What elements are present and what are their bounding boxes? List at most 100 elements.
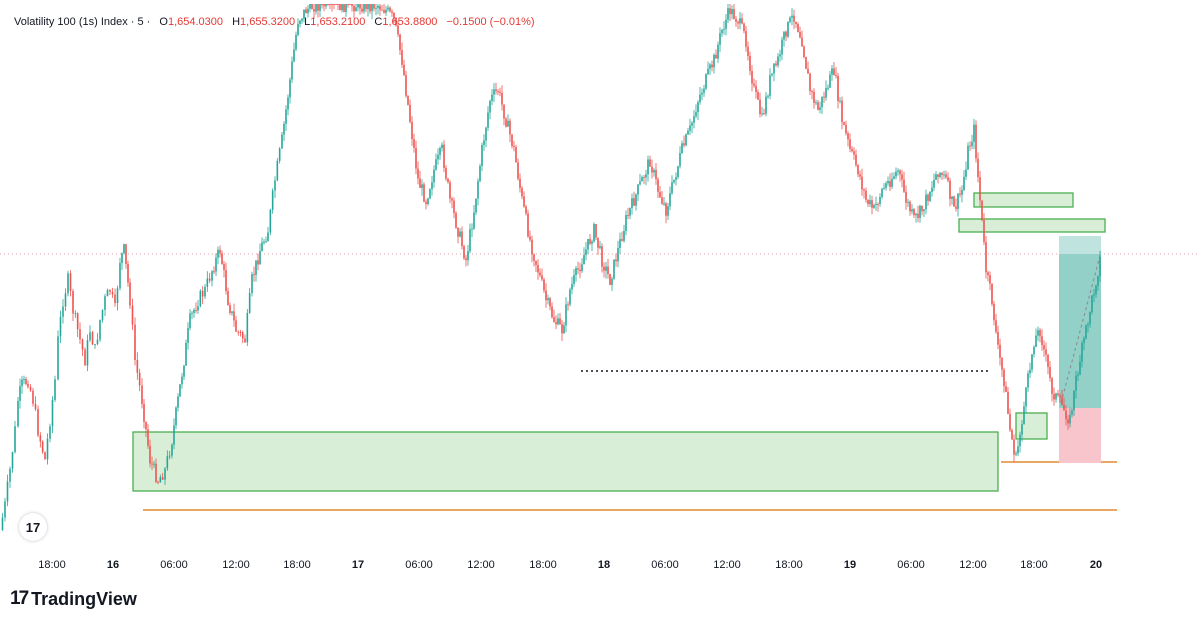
symbol-label[interactable]: Volatility 100 (1s) Index · 5 · bbox=[14, 16, 151, 28]
candle-body bbox=[401, 50, 403, 65]
x-tick-label: 18:00 bbox=[38, 559, 66, 571]
candle-body bbox=[278, 148, 281, 161]
candle-body bbox=[837, 75, 839, 102]
candle-body bbox=[195, 309, 197, 311]
candle-body bbox=[1045, 349, 1047, 355]
candle-body bbox=[865, 190, 867, 200]
candle-body bbox=[829, 74, 831, 88]
candle-body bbox=[413, 139, 415, 148]
candle-body bbox=[1087, 323, 1089, 326]
candle-body bbox=[1063, 405, 1065, 411]
candle-body bbox=[605, 266, 607, 271]
candle-body bbox=[1023, 406, 1025, 425]
candle-body bbox=[373, 4, 375, 9]
tradingview-logo-icon[interactable]: 17 bbox=[19, 513, 47, 541]
candle-body bbox=[801, 37, 803, 47]
x-tick-label: 18:00 bbox=[529, 559, 557, 571]
candle-body bbox=[381, 9, 383, 11]
candle-body bbox=[541, 275, 543, 280]
candle-body bbox=[927, 194, 929, 201]
candle-body bbox=[609, 273, 611, 285]
candle-body bbox=[955, 206, 957, 209]
candle-body bbox=[1061, 397, 1063, 406]
candle-body bbox=[248, 293, 251, 314]
candle-body bbox=[1071, 410, 1073, 415]
x-tick-label: 12:00 bbox=[959, 559, 987, 571]
candle-body bbox=[116, 288, 119, 304]
candle-body bbox=[849, 139, 851, 149]
candle-body bbox=[333, 4, 335, 5]
candle-body bbox=[227, 291, 229, 306]
candle-body bbox=[355, 7, 357, 12]
candle-body bbox=[503, 104, 505, 119]
candle-body bbox=[545, 290, 547, 301]
candle-body bbox=[741, 18, 743, 24]
candle-body bbox=[317, 4, 319, 11]
candle-body bbox=[299, 20, 301, 24]
candle-body bbox=[787, 21, 789, 37]
candle-body bbox=[601, 246, 603, 267]
candle-body bbox=[267, 232, 269, 242]
candle-body bbox=[679, 153, 681, 167]
candle-body bbox=[123, 244, 125, 254]
candle-body bbox=[981, 200, 983, 221]
candle-body bbox=[177, 396, 179, 408]
candle-body bbox=[365, 4, 367, 10]
candle-body bbox=[893, 176, 895, 179]
candle-body bbox=[127, 263, 129, 283]
candle-body bbox=[409, 104, 411, 122]
candle-body bbox=[239, 331, 242, 333]
candle-body bbox=[711, 64, 713, 68]
candle-body bbox=[885, 183, 887, 188]
candle-body bbox=[293, 49, 295, 62]
candle-body bbox=[1041, 336, 1043, 346]
candle-body bbox=[579, 269, 581, 272]
candle-body bbox=[933, 179, 935, 188]
candle-body bbox=[419, 178, 421, 188]
long-position-tool bbox=[1059, 236, 1102, 463]
candle-body bbox=[665, 203, 667, 216]
candle-body bbox=[291, 61, 293, 80]
candle-body bbox=[943, 174, 945, 176]
candle-body bbox=[451, 198, 453, 201]
candle-body bbox=[14, 426, 16, 453]
candle-body bbox=[859, 174, 861, 177]
candle-body bbox=[743, 23, 745, 32]
candle-body bbox=[285, 109, 287, 124]
badge-label: 17 bbox=[25, 519, 41, 535]
candle-body bbox=[961, 189, 963, 195]
candle-body bbox=[429, 189, 431, 199]
candle-body bbox=[515, 147, 517, 163]
candle-body bbox=[803, 46, 805, 58]
candle-body bbox=[507, 120, 509, 127]
candle-body bbox=[561, 324, 563, 334]
candle-body bbox=[1067, 419, 1069, 424]
candle-body bbox=[903, 179, 905, 192]
candle-body bbox=[225, 269, 227, 292]
candle-body bbox=[551, 306, 553, 318]
candle-body bbox=[367, 4, 369, 10]
candle-body bbox=[727, 8, 729, 20]
candle-body bbox=[389, 7, 391, 12]
candle-body bbox=[1053, 393, 1055, 400]
candle-body bbox=[27, 384, 29, 387]
candle-body bbox=[1027, 373, 1029, 388]
candle-body bbox=[375, 7, 377, 9]
candle-body bbox=[499, 91, 501, 93]
candle-body bbox=[6, 481, 9, 502]
candle-body bbox=[639, 181, 641, 185]
candle-body bbox=[223, 264, 225, 270]
candle-body bbox=[175, 407, 177, 426]
candle-body bbox=[839, 100, 841, 102]
candle-body bbox=[151, 463, 153, 465]
candle-body bbox=[781, 39, 783, 55]
candle-body bbox=[315, 4, 317, 12]
candle-body bbox=[1047, 354, 1049, 368]
x-tick-label: 12:00 bbox=[467, 559, 495, 571]
candle-body bbox=[463, 246, 465, 259]
candle-body bbox=[281, 134, 283, 149]
candle-body bbox=[391, 11, 393, 13]
candle-body bbox=[471, 228, 473, 230]
candle-body bbox=[887, 181, 889, 184]
